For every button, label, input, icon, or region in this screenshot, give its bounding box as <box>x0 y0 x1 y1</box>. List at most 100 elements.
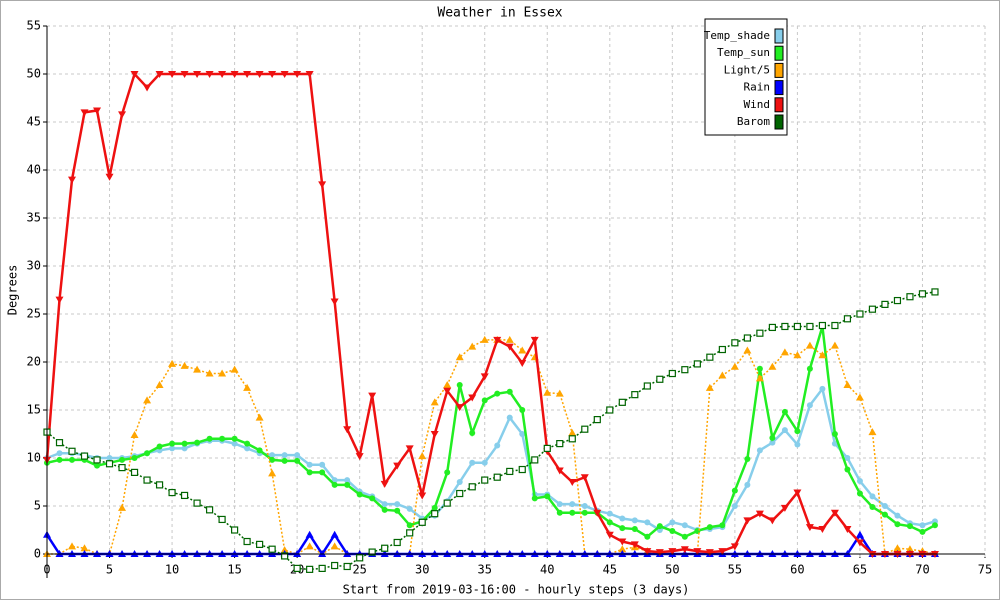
point <box>894 521 901 528</box>
legend-label: Light/5 <box>724 63 770 76</box>
point <box>519 407 526 413</box>
point <box>105 460 114 468</box>
point <box>443 499 451 507</box>
point <box>406 505 413 512</box>
point <box>168 488 176 497</box>
point <box>705 549 714 557</box>
point <box>919 528 926 535</box>
point <box>231 440 238 447</box>
point <box>431 504 438 511</box>
point <box>856 490 863 497</box>
point <box>918 290 927 298</box>
point <box>605 531 614 539</box>
point <box>194 439 201 446</box>
point <box>168 71 177 78</box>
legend-swatch <box>774 97 784 113</box>
point <box>794 428 801 435</box>
point <box>681 522 688 529</box>
point <box>805 524 814 532</box>
point <box>593 416 601 424</box>
point <box>556 509 563 516</box>
point <box>931 522 938 529</box>
point <box>606 510 613 517</box>
point <box>731 339 739 347</box>
point <box>193 365 202 373</box>
point <box>818 321 827 330</box>
point <box>718 345 726 354</box>
legend-label: Rain <box>744 81 771 94</box>
point <box>331 477 338 484</box>
point <box>781 322 789 331</box>
point <box>618 398 626 406</box>
y-tick-label: 30 <box>27 259 41 273</box>
point <box>180 361 189 369</box>
legend-swatch <box>774 45 784 61</box>
point <box>881 503 888 509</box>
point <box>506 388 513 395</box>
point <box>244 445 251 452</box>
point <box>256 447 263 454</box>
point <box>743 346 752 354</box>
point <box>418 452 427 460</box>
point <box>869 493 876 500</box>
point <box>606 406 614 414</box>
point <box>731 487 738 494</box>
point <box>431 510 439 518</box>
point <box>506 414 513 421</box>
point <box>205 71 214 78</box>
point <box>855 393 864 401</box>
point <box>381 506 388 513</box>
point <box>680 546 689 554</box>
point <box>581 509 588 516</box>
point <box>406 529 414 537</box>
point <box>143 396 152 404</box>
point <box>556 501 563 508</box>
point <box>568 435 576 443</box>
point <box>155 71 164 78</box>
point <box>405 445 414 453</box>
x-tick-label: 70 <box>915 563 929 577</box>
point <box>919 522 926 529</box>
point <box>618 538 627 546</box>
series <box>43 288 939 573</box>
point <box>380 480 389 488</box>
point <box>293 564 301 573</box>
point <box>281 457 288 464</box>
point <box>394 501 401 508</box>
point <box>618 545 627 553</box>
point <box>255 71 264 78</box>
point <box>593 509 602 517</box>
point <box>756 329 764 337</box>
legend-label: Barom <box>737 115 770 128</box>
point <box>493 473 501 481</box>
point <box>294 452 301 459</box>
point <box>344 481 351 488</box>
x-tick-label: 75 <box>978 563 992 577</box>
point <box>344 477 351 484</box>
point <box>718 371 727 379</box>
point <box>343 562 351 571</box>
point <box>319 469 326 476</box>
point <box>580 474 589 482</box>
point <box>231 526 239 534</box>
point <box>644 533 651 540</box>
point <box>118 111 127 119</box>
point <box>843 315 852 323</box>
point <box>181 440 188 447</box>
point <box>294 457 301 464</box>
point <box>518 346 527 354</box>
point <box>268 71 277 78</box>
point <box>706 524 713 531</box>
point <box>530 336 539 344</box>
point <box>855 539 864 547</box>
point <box>893 296 902 305</box>
point <box>656 523 663 530</box>
point <box>631 526 638 533</box>
point <box>555 389 564 397</box>
point <box>768 323 776 332</box>
point <box>893 544 902 552</box>
point <box>155 381 164 389</box>
point <box>505 343 514 351</box>
point <box>381 544 389 552</box>
point <box>343 426 352 434</box>
